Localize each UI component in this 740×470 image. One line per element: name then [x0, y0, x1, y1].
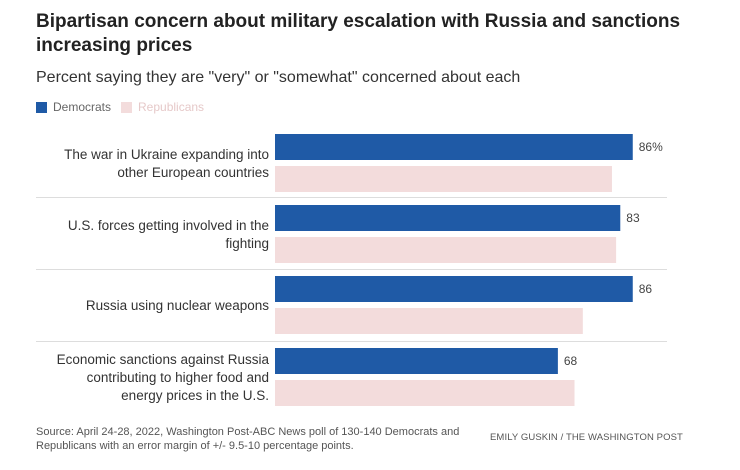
- category-label: The war in Ukraine expanding into: [64, 147, 269, 162]
- bar-democrats: [275, 205, 621, 231]
- source-note: Source: April 24-28, 2022, Washington Po…: [36, 426, 460, 452]
- legend-label-democrats: Democrats: [53, 100, 112, 114]
- value-label-democrats: 83: [626, 211, 640, 225]
- bar-republicans: [275, 237, 617, 263]
- legend-swatch-republicans: [121, 101, 133, 113]
- bar-republicans: [275, 308, 583, 334]
- legend-swatch-democrats: [36, 101, 47, 113]
- value-label-democrats: 86%: [639, 140, 663, 154]
- bar-republicans: [275, 380, 575, 406]
- bar-republicans: [275, 166, 612, 192]
- category-label: U.S. forces getting involved in the: [68, 218, 269, 233]
- legend-item-republicans: Republicans: [121, 100, 204, 114]
- chart-title: Bipartisan concern about military escala…: [36, 11, 681, 56]
- value-label-democrats: 68: [564, 354, 578, 368]
- category-label: Economic sanctions against Russia: [57, 352, 270, 367]
- category-label: fighting: [225, 236, 269, 251]
- bar-chart: 86% The war in Ukraine expanding into othe…: [36, 134, 667, 406]
- bar-democrats: [275, 276, 633, 302]
- legend: Democrats Republicans: [36, 99, 214, 115]
- category-label: contributing to higher food and: [87, 370, 269, 385]
- value-label-democrats: 86: [639, 282, 653, 296]
- credit-line: EMILY GUSKIN / THE WASHINGTON POST: [490, 432, 683, 443]
- category-label: other European countries: [117, 165, 269, 180]
- legend-item-democrats: Democrats: [36, 100, 111, 114]
- category-label: energy prices in the U.S.: [121, 388, 269, 403]
- category-label: Russia using nuclear weapons: [86, 298, 269, 313]
- bar-democrats: [275, 348, 558, 374]
- legend-label-republicans: Republicans: [138, 100, 205, 114]
- chart-subtitle: Percent saying they are "very" or "somew…: [36, 69, 521, 86]
- bar-democrats: [275, 134, 633, 160]
